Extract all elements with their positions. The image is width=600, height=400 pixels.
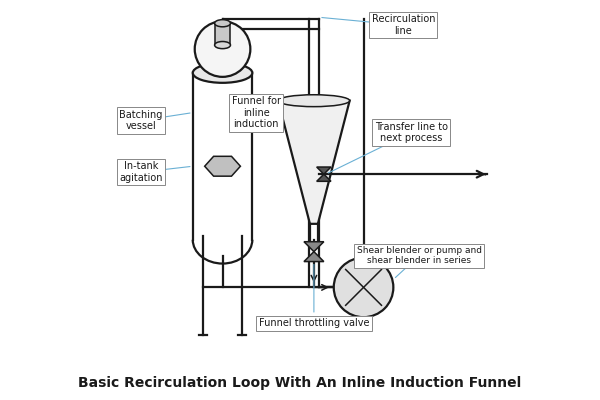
- Text: Batching
vessel: Batching vessel: [119, 110, 163, 131]
- Text: Recirculation
line: Recirculation line: [371, 14, 435, 36]
- Text: Funnel for
inline
induction: Funnel for inline induction: [232, 96, 281, 129]
- Text: In-tank
agitation: In-tank agitation: [119, 161, 163, 183]
- Ellipse shape: [215, 42, 230, 49]
- Polygon shape: [317, 167, 331, 174]
- Polygon shape: [304, 242, 324, 252]
- Polygon shape: [278, 101, 350, 224]
- Circle shape: [334, 258, 394, 317]
- Text: Shear blender or pump and
shear blender in series: Shear blender or pump and shear blender …: [356, 246, 482, 265]
- Ellipse shape: [193, 63, 253, 83]
- Text: Transfer line to
next process: Transfer line to next process: [375, 122, 448, 143]
- Bar: [215, 23, 230, 45]
- Polygon shape: [304, 252, 324, 262]
- Polygon shape: [205, 156, 241, 176]
- Polygon shape: [317, 174, 331, 181]
- Ellipse shape: [278, 95, 350, 107]
- Text: Basic Recirculation Loop With An Inline Induction Funnel: Basic Recirculation Loop With An Inline …: [79, 376, 521, 390]
- Circle shape: [195, 21, 250, 77]
- Ellipse shape: [215, 20, 230, 27]
- Text: Funnel throttling valve: Funnel throttling valve: [259, 318, 369, 328]
